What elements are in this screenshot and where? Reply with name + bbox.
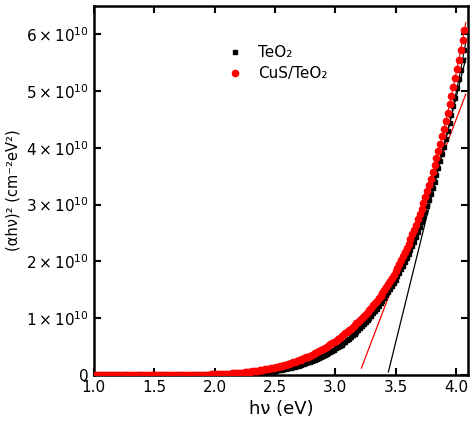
- CuS/TeO₂: [430, 170, 436, 175]
- Line: TeO₂: TeO₂: [91, 47, 467, 377]
- X-axis label: hν (eV): hν (eV): [249, 400, 313, 418]
- Line: CuS/TeO₂: CuS/TeO₂: [91, 27, 467, 378]
- TeO₂: [430, 186, 436, 191]
- CuS/TeO₂: [113, 372, 119, 377]
- CuS/TeO₂: [443, 118, 449, 123]
- Y-axis label: (αhν)² (cm⁻²eV²): (αhν)² (cm⁻²eV²): [6, 129, 20, 251]
- TeO₂: [443, 137, 449, 142]
- CuS/TeO₂: [190, 372, 195, 377]
- CuS/TeO₂: [462, 28, 467, 33]
- TeO₂: [190, 372, 195, 377]
- CuS/TeO₂: [160, 372, 165, 377]
- Legend: TeO₂, CuS/TeO₂: TeO₂, CuS/TeO₂: [214, 39, 334, 87]
- CuS/TeO₂: [91, 372, 97, 377]
- CuS/TeO₂: [106, 372, 111, 377]
- TeO₂: [113, 372, 119, 377]
- TeO₂: [462, 47, 467, 53]
- TeO₂: [106, 372, 111, 377]
- TeO₂: [160, 372, 165, 377]
- TeO₂: [91, 372, 97, 377]
